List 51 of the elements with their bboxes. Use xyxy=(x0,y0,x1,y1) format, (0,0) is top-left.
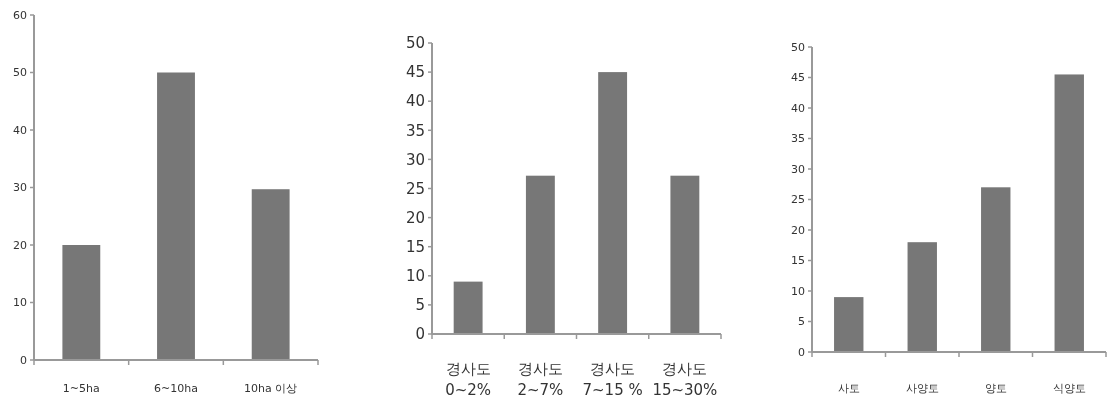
y-tick-label: 5 xyxy=(798,315,805,329)
y-tick-label: 10 xyxy=(405,267,425,286)
y-tick-label: 35 xyxy=(405,121,425,140)
y-tick-label: 10 xyxy=(13,296,27,310)
x-tick-label: 경사도 7~15 % xyxy=(582,360,643,399)
bar xyxy=(525,175,555,334)
x-tick-label: 경사도 2~7% xyxy=(517,360,564,399)
x-tick-label: 경사도 0~2% xyxy=(445,360,492,399)
bar xyxy=(157,72,195,360)
y-tick-label: 0 xyxy=(20,353,27,367)
bar xyxy=(251,189,290,360)
bar xyxy=(62,245,101,360)
y-tick-label: 40 xyxy=(13,123,27,137)
y-tick-label: 35 xyxy=(791,132,805,146)
y-tick-label: 40 xyxy=(791,101,805,115)
y-tick-label: 40 xyxy=(405,92,425,111)
y-tick-label: 50 xyxy=(405,34,425,53)
y-tick-label: 30 xyxy=(791,162,805,176)
y-tick-label: 15 xyxy=(791,254,805,268)
bar xyxy=(834,297,864,352)
y-tick-label: 50 xyxy=(791,40,805,54)
y-tick-label: 15 xyxy=(405,237,425,256)
y-tick-label: 20 xyxy=(13,238,27,252)
y-tick-label: 20 xyxy=(791,223,805,237)
y-tick-label: 45 xyxy=(791,71,805,85)
x-tick-label: 사토 xyxy=(837,382,860,395)
y-tick-label: 0 xyxy=(798,345,805,359)
y-tick-label: 50 xyxy=(13,66,27,80)
bar xyxy=(1054,74,1084,352)
x-tick-label: 1~5ha xyxy=(62,382,100,395)
x-tick-label: 사양토 xyxy=(905,382,939,395)
x-tick-label: 양토 xyxy=(984,382,1007,395)
y-tick-label: 30 xyxy=(13,181,27,195)
y-tick-label: 0 xyxy=(415,325,425,344)
bar xyxy=(453,281,483,334)
x-tick-label: 6~10ha xyxy=(154,382,198,395)
x-tick-label: 식양토 xyxy=(1052,382,1086,395)
y-tick-label: 30 xyxy=(405,150,425,169)
x-tick-label: 10ha 이상 xyxy=(244,382,298,395)
y-tick-label: 5 xyxy=(415,296,425,315)
bar xyxy=(598,72,628,334)
bar xyxy=(670,175,700,334)
bar xyxy=(907,242,937,352)
bar xyxy=(981,187,1011,352)
y-tick-label: 60 xyxy=(13,8,27,22)
x-tick-label: 경사도 15~30% xyxy=(652,360,718,399)
y-tick-label: 45 xyxy=(405,63,425,82)
y-tick-label: 10 xyxy=(791,284,805,298)
y-tick-label: 25 xyxy=(791,193,805,207)
y-tick-label: 20 xyxy=(405,208,425,227)
y-tick-label: 25 xyxy=(405,179,425,198)
